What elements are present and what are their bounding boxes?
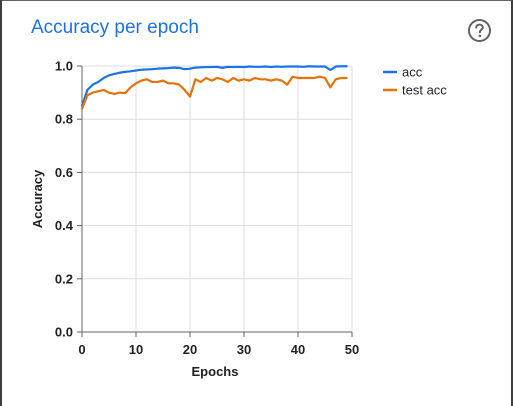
y-tick-label: 0.2 bbox=[55, 271, 73, 286]
axis-layer bbox=[77, 65, 353, 337]
y-tick-label: 0.8 bbox=[55, 112, 73, 127]
help-circle-icon[interactable] bbox=[467, 18, 492, 43]
series-layer bbox=[80, 65, 348, 110]
chart-title: Accuracy per epoch bbox=[31, 17, 199, 38]
y-axis-title: Accuracy bbox=[30, 169, 45, 228]
x-tick-label: 20 bbox=[183, 342, 197, 357]
frame-top-border bbox=[0, 0, 513, 1]
x-tick-label: 0 bbox=[78, 342, 85, 357]
x-axis-title: Epochs bbox=[192, 364, 239, 379]
y-tick-label: 0.6 bbox=[55, 165, 73, 180]
y-tick-label: 0.0 bbox=[55, 325, 73, 340]
series-line-test-acc bbox=[80, 75, 348, 110]
frame-left-border bbox=[0, 0, 2, 406]
y-tick-label: 0.4 bbox=[55, 218, 74, 233]
x-tick-label: 50 bbox=[345, 342, 359, 357]
series-line-acc bbox=[80, 65, 348, 107]
legend-label-acc: acc bbox=[402, 65, 423, 80]
label-layer: 0.0 0.2 0.4 0.6 0.8 1.0 0 10 20 30 40 50 Epochs Accur… bbox=[30, 59, 359, 380]
frame-right-border bbox=[511, 0, 513, 406]
y-tick-label: 1.0 bbox=[55, 59, 73, 74]
legend-layer: acc test acc bbox=[383, 65, 447, 98]
x-tick-label: 40 bbox=[291, 342, 305, 357]
x-tick-label: 10 bbox=[129, 342, 143, 357]
legend-label-test-acc: test acc bbox=[402, 83, 447, 98]
x-tick-label: 30 bbox=[237, 342, 251, 357]
grid-layer bbox=[81, 65, 353, 333]
